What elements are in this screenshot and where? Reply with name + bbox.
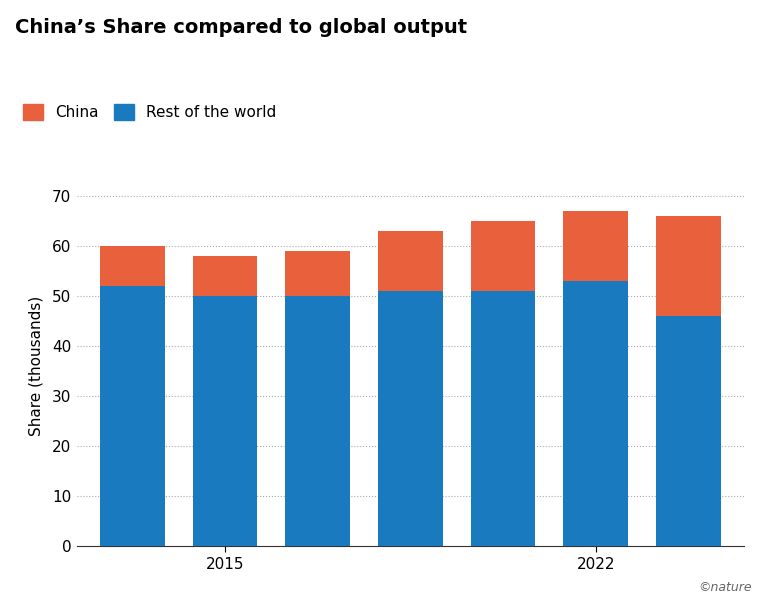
Text: ©nature: ©nature — [698, 581, 752, 594]
Bar — [100, 286, 165, 546]
Text: China’s Share compared to global output: China’s Share compared to global output — [15, 18, 467, 37]
Bar — [378, 231, 443, 291]
Bar — [193, 296, 258, 546]
Bar — [193, 256, 258, 296]
Bar — [563, 281, 628, 546]
Bar — [100, 246, 165, 286]
Bar — [563, 211, 628, 281]
Bar — [471, 221, 535, 291]
Bar — [285, 251, 350, 296]
Bar — [471, 291, 535, 546]
Bar — [656, 316, 721, 546]
Bar — [285, 296, 350, 546]
Bar — [656, 216, 721, 316]
Y-axis label: Share (thousands): Share (thousands) — [28, 296, 44, 436]
Bar — [378, 291, 443, 546]
Legend: China, Rest of the world: China, Rest of the world — [23, 104, 276, 120]
